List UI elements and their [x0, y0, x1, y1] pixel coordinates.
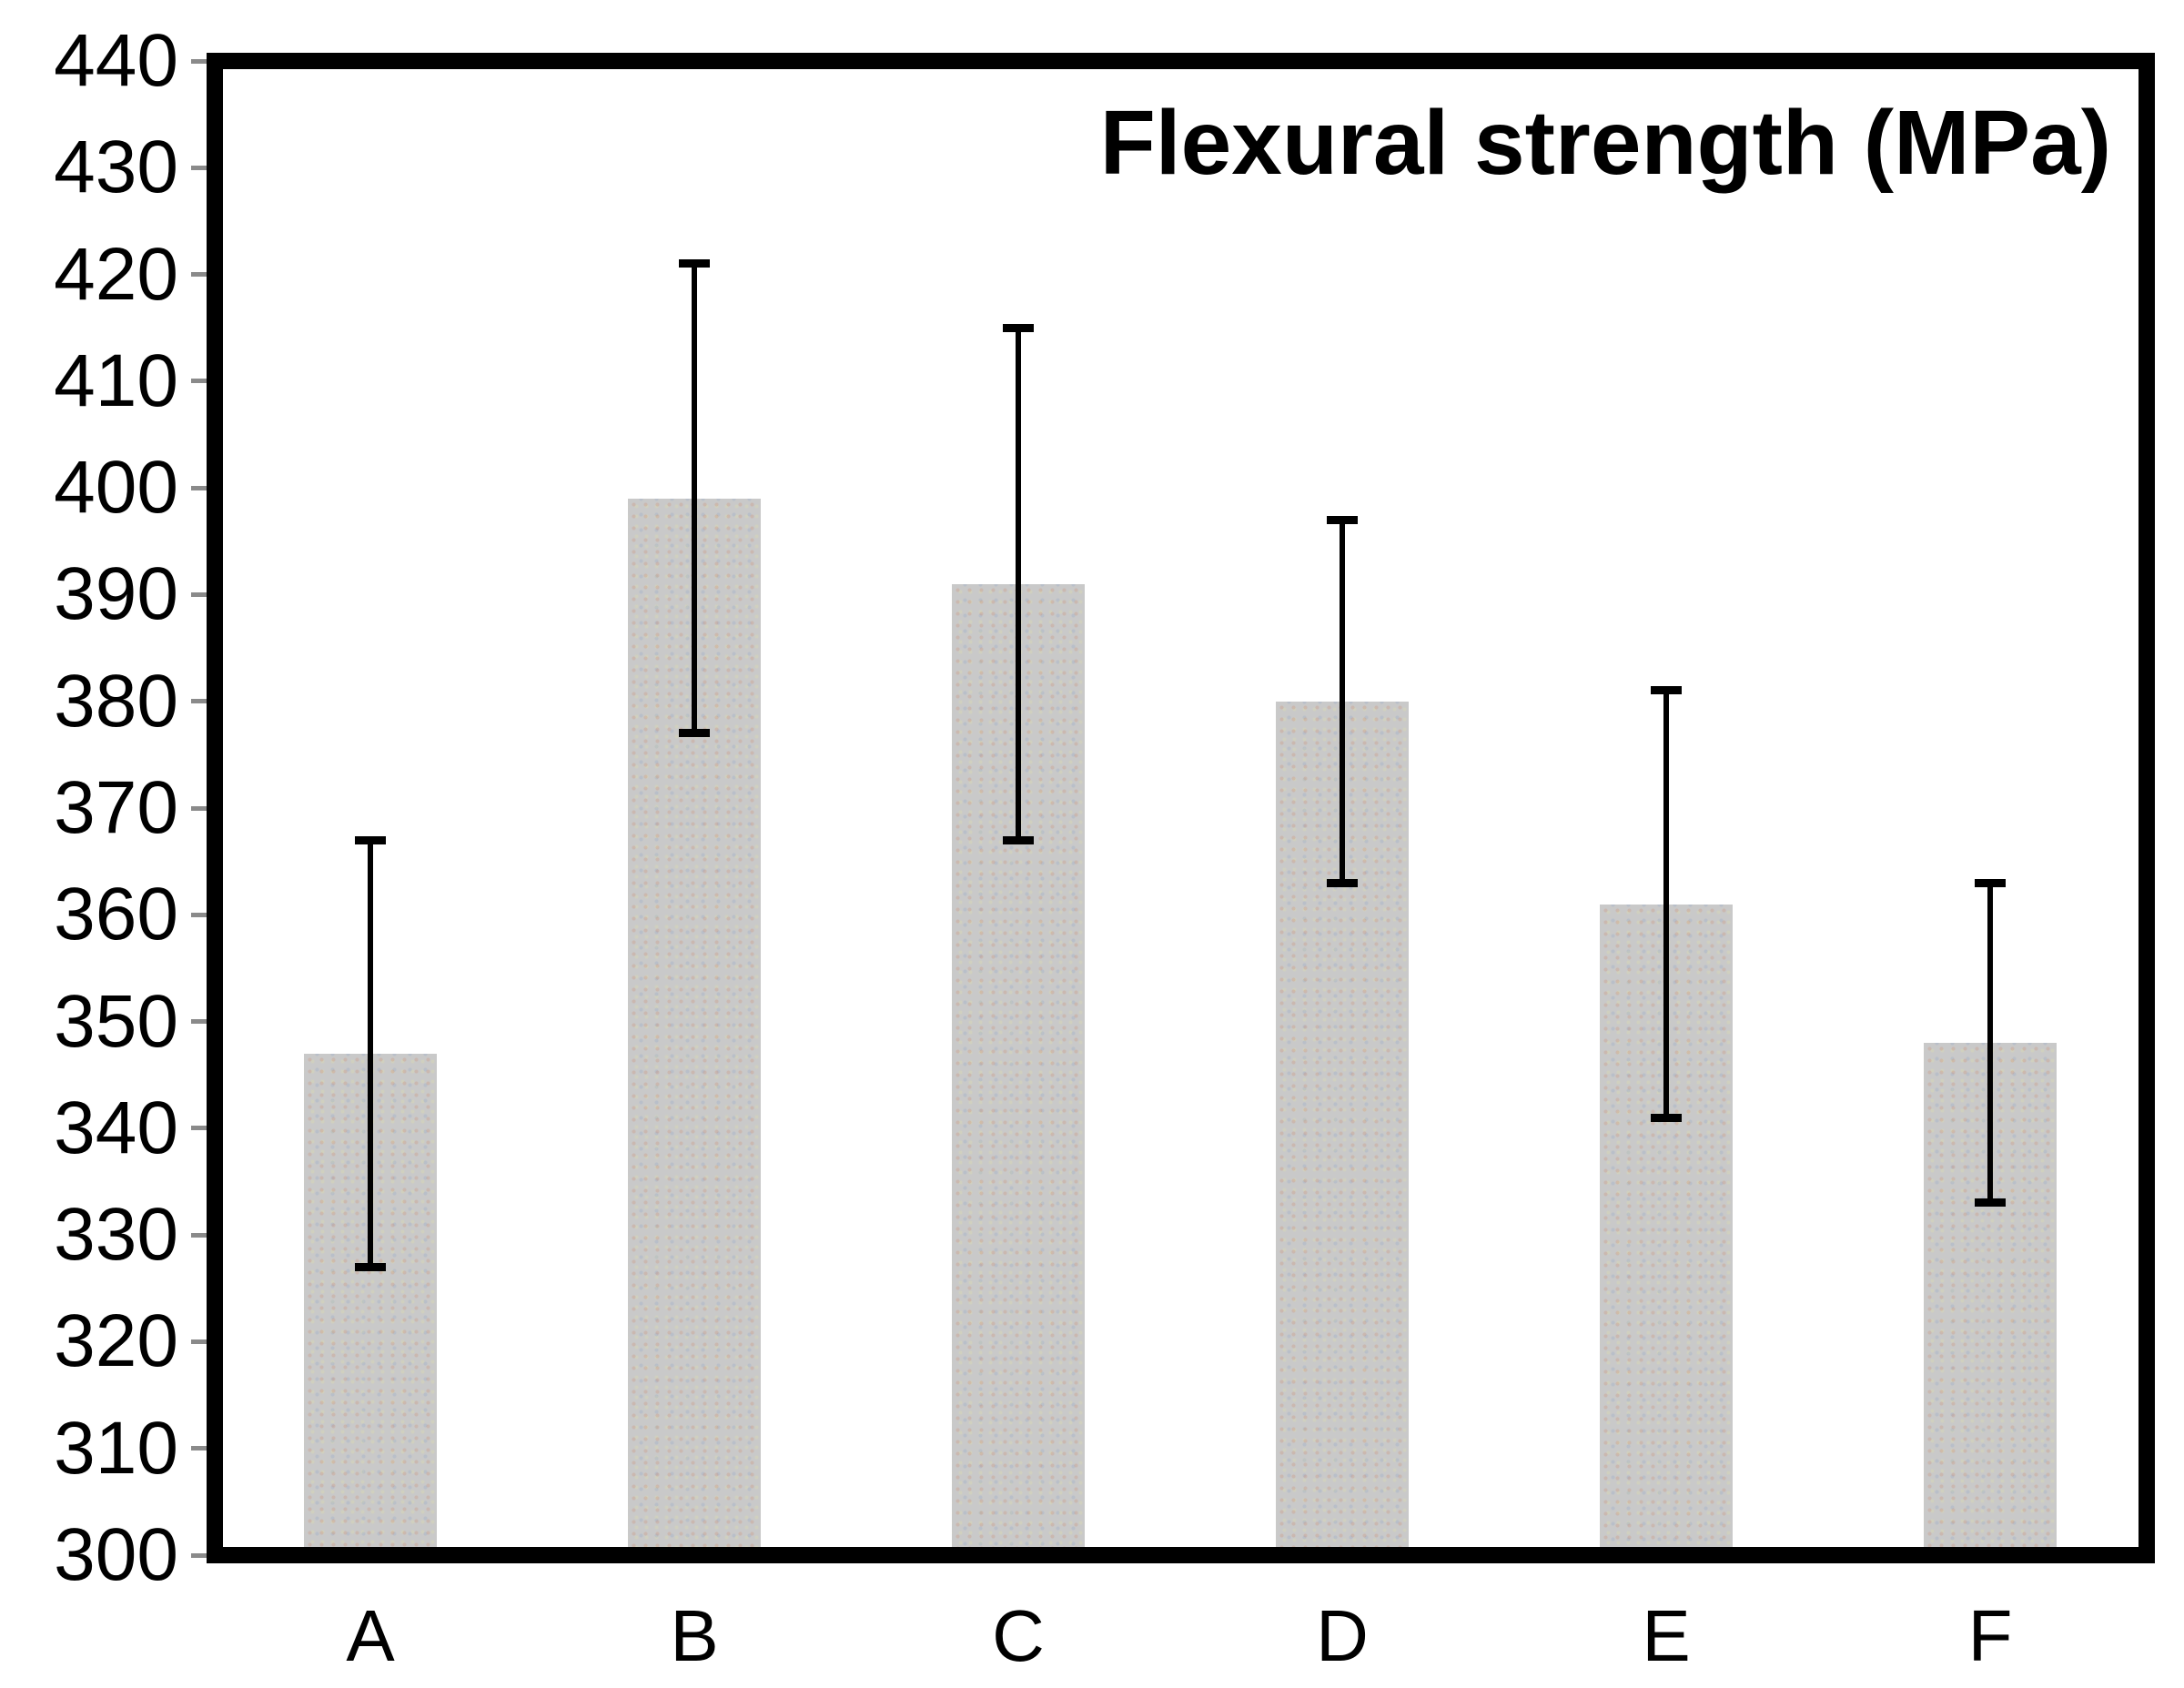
error-bar-top-cap-e	[1651, 686, 1682, 695]
error-bar-d	[1340, 520, 1345, 884]
error-bar-bottom-cap-e	[1651, 1113, 1682, 1122]
y-tick-label-320: 320	[54, 1299, 178, 1383]
y-tick-390	[191, 591, 207, 597]
x-axis-label-d: D	[1316, 1595, 1369, 1676]
y-tick-410	[191, 379, 207, 384]
error-bar-top-cap-b	[679, 259, 710, 268]
error-bar-c	[1016, 328, 1021, 841]
plot-area-frame	[207, 53, 2155, 1563]
y-tick-label-410: 410	[54, 339, 178, 422]
error-bar-top-cap-f	[1975, 878, 2006, 887]
y-tick-label-420: 420	[54, 232, 178, 316]
error-bar-f	[1987, 883, 1993, 1203]
error-bar-b	[692, 263, 697, 733]
y-tick-330	[191, 1232, 207, 1238]
error-bar-bottom-cap-a	[355, 1262, 386, 1271]
y-tick-440	[191, 58, 207, 64]
y-tick-380	[191, 699, 207, 704]
y-tick-340	[191, 1126, 207, 1131]
y-tick-370	[191, 805, 207, 811]
y-tick-420	[191, 272, 207, 278]
x-axis-label-e: E	[1642, 1595, 1691, 1676]
x-axis-label-b: B	[670, 1595, 719, 1676]
chart-title: Flexural strength (MPa)	[1099, 92, 2111, 194]
error-bar-bottom-cap-f	[1975, 1198, 2006, 1208]
y-tick-430	[191, 165, 207, 170]
y-tick-label-430: 430	[54, 126, 178, 209]
x-axis-label-f: F	[1967, 1595, 2013, 1676]
error-bar-bottom-cap-c	[1003, 835, 1034, 844]
y-tick-300	[191, 1552, 207, 1558]
x-axis-label-c: C	[992, 1595, 1045, 1676]
x-axis-label-a: A	[346, 1595, 395, 1676]
error-bar-top-cap-d	[1327, 515, 1358, 524]
error-bar-e	[1663, 690, 1669, 1118]
y-tick-label-300: 300	[54, 1513, 178, 1596]
y-tick-360	[191, 912, 207, 917]
bar-e	[1600, 904, 1733, 1547]
error-bar-top-cap-a	[355, 835, 386, 844]
y-tick-label-340: 340	[54, 1086, 178, 1169]
error-bar-bottom-cap-b	[679, 729, 710, 738]
y-tick-label-360: 360	[54, 873, 178, 956]
error-bar-a	[368, 840, 373, 1268]
error-bar-bottom-cap-d	[1327, 878, 1358, 887]
y-tick-350	[191, 1019, 207, 1025]
y-tick-label-390: 390	[54, 552, 178, 636]
y-tick-label-440: 440	[54, 19, 178, 102]
y-tick-label-370: 370	[54, 766, 178, 849]
y-tick-label-310: 310	[54, 1406, 178, 1490]
error-bar-top-cap-c	[1003, 323, 1034, 332]
y-tick-310	[191, 1446, 207, 1451]
y-tick-label-350: 350	[54, 979, 178, 1063]
y-tick-label-330: 330	[54, 1193, 178, 1277]
y-tick-320	[191, 1339, 207, 1344]
y-tick-400	[191, 485, 207, 490]
y-tick-label-380: 380	[54, 659, 178, 743]
y-tick-label-400: 400	[54, 446, 178, 530]
